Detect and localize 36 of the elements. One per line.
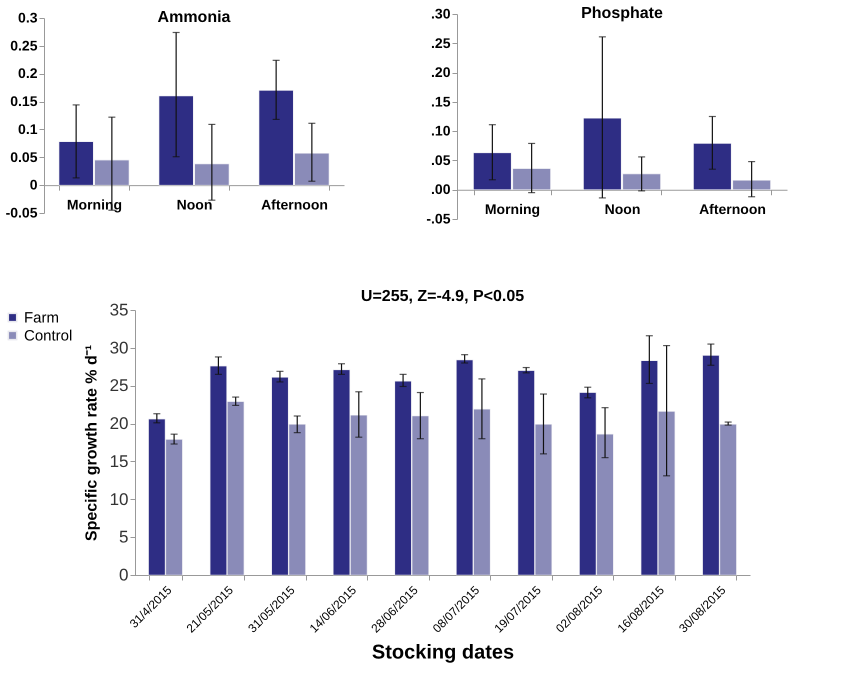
y-tick-label: 15 [110,452,128,471]
x-tick-label: Noon [176,196,212,213]
y-tick-label: .30 [431,6,451,22]
y-tick-label: .25 [431,34,451,51]
y-tick-label: .15 [431,93,451,110]
legend-label: Farm [24,310,59,326]
x-tick-label: Morning [484,201,540,218]
y-tick-label: 20 [110,414,128,434]
y-tick-label: 25 [110,376,128,396]
y-tick-label: 0.3 [18,10,38,26]
y-tick-label: 0 [119,566,128,584]
y-tick-label: 0 [30,176,38,193]
y-tick-label: 30 [110,338,128,358]
chart-title: Phosphate [581,5,663,22]
y-tick-label: 0.15 [10,93,38,110]
y-tick-label: 10 [110,490,128,509]
y-tick-label: .05 [431,152,451,168]
y-tick-label: .00 [431,181,451,198]
y-tick-label: .20 [431,64,451,80]
x-tick-label: Noon [604,201,640,218]
legend-label: Control [24,328,72,344]
y-tick-label: 0.1 [18,120,38,137]
x-tick-label: Afternoon [261,196,328,213]
y-tick-label: -0.05 [6,204,38,220]
y-axis-title: Specific growth rate % d⁻¹ [84,344,101,542]
y-tick-label: 0.2 [18,65,38,82]
x-tick-label: Afternoon [699,201,766,218]
y-tick-label: .10 [431,122,451,139]
y-tick-label: 35 [110,300,128,320]
y-tick-label: 0.25 [10,37,38,54]
y-tick-label: 0.05 [10,148,38,165]
y-tick-label: -.05 [426,210,451,226]
chart-title: Ammonia [158,9,231,26]
text: U=255, Z=-4.9, P<0.05 [360,288,524,305]
y-tick-label: 5 [119,528,128,547]
x-axis-title: Stocking dates [372,642,514,664]
